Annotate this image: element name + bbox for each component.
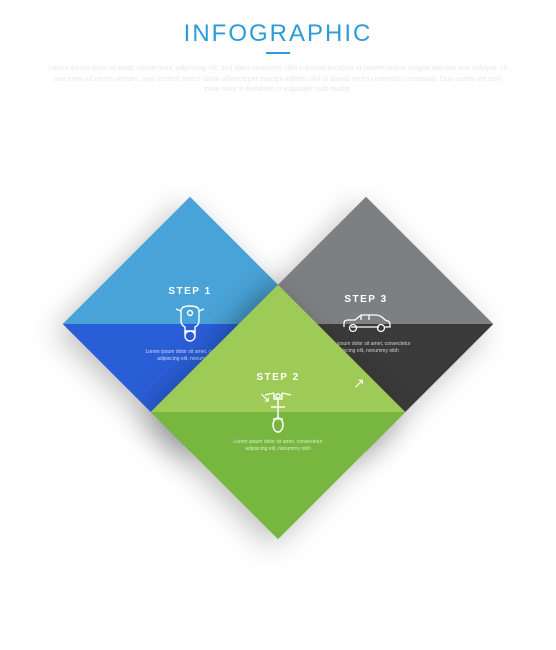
- step-2-label: STEP 2: [256, 372, 299, 383]
- page-subtitle: Lorem ipsum dolor sit amet, consectetur …: [48, 64, 508, 96]
- step-2-desc: Lorem ipsum dolor sit amet, consectetur …: [223, 439, 333, 453]
- infographic-stage: STEP 1 Lorem ipsum dolor sit amet, conse…: [58, 290, 498, 650]
- step-2-diamond: STEP 2 Lorem ipsum dolor sit amet, conse…: [151, 285, 406, 540]
- step-1-label: STEP 1: [168, 286, 211, 297]
- step-2-content: STEP 2 Lorem ipsum dolor sit amet, conse…: [188, 322, 368, 502]
- step-3-label: STEP 3: [344, 294, 387, 305]
- title-underline: [266, 52, 290, 54]
- arrow-down-right-icon: ↘: [254, 386, 276, 408]
- arrow-up-right-icon: ↗: [348, 372, 370, 394]
- page-title: INFOGRAPHIC: [184, 20, 373, 48]
